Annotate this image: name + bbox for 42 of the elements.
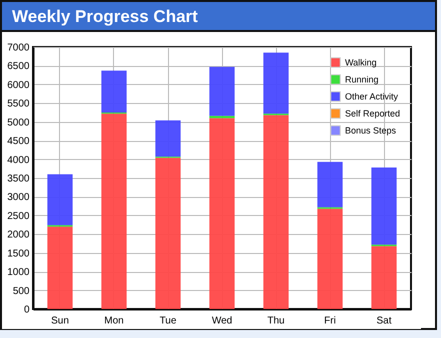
bar — [371, 168, 397, 245]
legend-label: Other Activity — [345, 92, 399, 102]
x-tick-label: Mon — [104, 316, 124, 326]
bar — [371, 246, 397, 309]
bar — [317, 208, 343, 309]
y-tick-label: 4500 — [7, 136, 30, 148]
y-tick-label: 0 — [24, 304, 30, 316]
y-tick-label: 3000 — [7, 192, 30, 204]
bar — [47, 226, 73, 309]
x-tick-label: Wed — [212, 316, 232, 326]
bar — [263, 115, 289, 309]
bar — [155, 120, 181, 157]
y-tick-label: 6500 — [7, 61, 30, 72]
x-tick-label: Sun — [51, 316, 69, 326]
bar — [101, 114, 127, 309]
legend-label: Walking — [345, 58, 377, 68]
y-tick-label: 5000 — [7, 117, 30, 128]
y-tick-label: 7000 — [7, 42, 30, 54]
x-tick-label: Thu — [267, 316, 285, 326]
y-tick-label: 2500 — [7, 210, 30, 222]
bar — [47, 174, 73, 226]
x-tick-label: Tue — [160, 316, 177, 326]
bar — [155, 158, 181, 309]
legend-label: Running — [345, 74, 379, 84]
y-tick-label: 6000 — [7, 80, 30, 91]
bar — [317, 162, 343, 208]
y-tick-label: 500 — [12, 286, 30, 297]
y-tick-label: 4000 — [7, 154, 30, 166]
y-tick-label: 1000 — [7, 267, 30, 278]
chart-title: Weekly Progress Chart — [2, 2, 435, 32]
bar — [209, 66, 235, 116]
bar — [209, 118, 235, 309]
y-tick-label: 1500 — [7, 248, 30, 260]
bar — [263, 52, 289, 114]
y-tick-label: 2000 — [7, 230, 30, 241]
y-tick-label: 5500 — [7, 98, 30, 110]
legend-label: Bonus Steps — [345, 126, 397, 136]
legend-label: Self Reported — [345, 108, 400, 118]
bar — [101, 70, 127, 112]
x-tick-label: Sat — [376, 316, 392, 326]
y-tick-label: 3500 — [7, 174, 30, 184]
x-tick-label: Fri — [324, 316, 336, 326]
